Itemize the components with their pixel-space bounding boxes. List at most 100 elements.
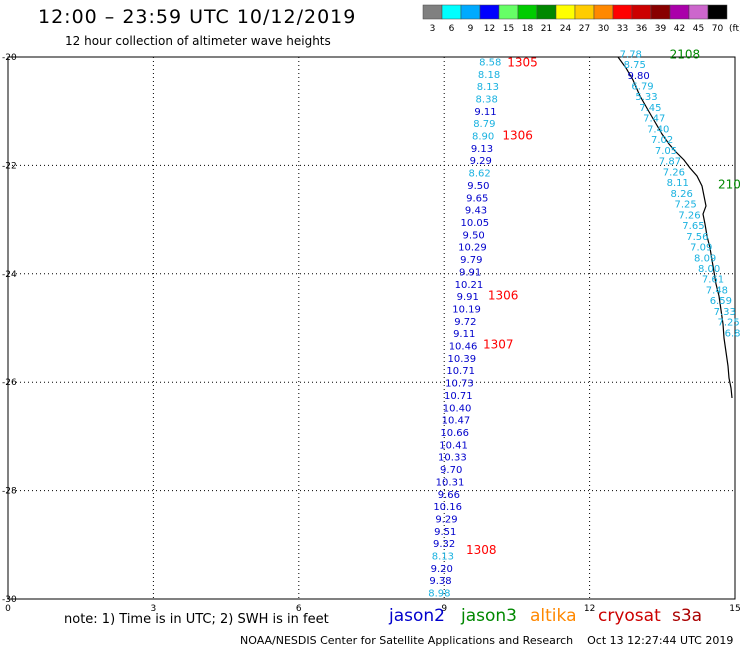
pass-time-label: 1306 (502, 129, 533, 143)
legend-label: 15 (503, 24, 514, 34)
wave-height-label: 8.26 (671, 189, 693, 200)
wave-height-label: 9.13 (471, 144, 493, 155)
wave-height-label: 9.11 (453, 329, 475, 340)
legend-swatch (441, 4, 462, 20)
legend-label: 21 (541, 24, 552, 34)
wave-height-label: 9.29 (470, 156, 492, 167)
legend-swatch (707, 4, 728, 20)
legend-swatch (612, 4, 633, 20)
wave-height-label: 7.05 (655, 146, 677, 157)
wave-height-label: 8.75 (624, 60, 646, 71)
wave-height-label: 7.40 (647, 124, 669, 135)
lon-label: 9 (441, 604, 447, 614)
wave-height-label: 9.70 (440, 465, 462, 476)
wave-height-label: 9.51 (434, 527, 456, 538)
lat-lon-grid: -20 -22 -24 -26 -28 -300 3 6 9 12 15 (2, 53, 740, 614)
wave-height-label: 7.78 (620, 49, 642, 60)
wave-height-label: 9.91 (457, 292, 479, 303)
legend-swatch (574, 4, 595, 20)
wave-height-label: 10.33 (438, 453, 467, 464)
wave-height-label: 7.48 (706, 285, 728, 296)
coastline (617, 56, 733, 399)
wave-height-label: 7.45 (639, 103, 661, 114)
legend-label: 18 (522, 24, 534, 34)
wave-height-label: 6.59 (710, 296, 732, 307)
wave-height-label: 9.65 (466, 193, 488, 204)
pass-time-label: 1305 (507, 55, 538, 69)
wave-height-label: 10.05 (461, 218, 490, 229)
wave-height-label: 10.39 (448, 354, 477, 365)
lat-label: -28 (2, 487, 17, 497)
legend-swatch (555, 4, 576, 20)
wave-height-label: 8.38 (476, 94, 498, 105)
legend-label: 6 (449, 24, 455, 34)
wave-height-label: 9.91 (459, 267, 481, 278)
legend-label: 39 (655, 24, 667, 34)
legend-label: 27 (579, 24, 590, 34)
legend-swatch (669, 4, 690, 20)
wave-height-label: 9.20 (431, 564, 453, 575)
wave-height-label: 9.72 (454, 317, 476, 328)
wave-height-label: 9.43 (465, 206, 487, 217)
wave-height-label: 8.98 (428, 589, 450, 600)
lat-label: -24 (2, 270, 17, 280)
wave-height-label: 8.58 (479, 57, 501, 68)
legend-label: 45 (693, 24, 704, 34)
wave-height-label: 8.90 (472, 132, 494, 143)
wave-height-label: 7.33 (714, 307, 736, 318)
legend-unit: (ft) (729, 24, 740, 34)
wave-height-label: 10.46 (449, 342, 478, 353)
wave-height-label: 10.19 (452, 304, 481, 315)
pass-time-label: 1307 (483, 337, 514, 351)
lat-label: -20 (2, 53, 17, 63)
wave-height-label: 9.11 (474, 107, 496, 118)
legend-swatch (422, 4, 443, 20)
wave-height-label: 9.79 (460, 255, 482, 266)
wave-height-label: 8.79 (473, 119, 495, 130)
wave-height-label: 10.16 (433, 502, 462, 513)
wave-height-label: 8.13 (432, 552, 454, 563)
wave-height-label: 7.02 (651, 135, 673, 146)
legend-swatch (593, 4, 614, 20)
lon-label: 3 (151, 604, 157, 614)
legend-swatch (650, 4, 671, 20)
wave-height-label: 8.09 (694, 253, 716, 264)
wave-height-label: 8.13 (477, 82, 499, 93)
wave-height-label: 10.71 (446, 366, 475, 377)
lon-label: 15 (729, 604, 740, 614)
wave-height-label: 10.47 (442, 416, 471, 427)
legend-swatch (631, 4, 652, 20)
legend-swatch (498, 4, 519, 20)
lat-label: -22 (2, 161, 17, 171)
pass-time-label: 1308 (466, 543, 497, 557)
legend-swatch (479, 4, 500, 20)
legend-label: 42 (674, 24, 685, 34)
legend-swatch (460, 4, 481, 20)
satellite-name-s3a: s3a (672, 606, 703, 626)
map-title: 12:00 – 23:59 UTC 10/12/2019 (38, 6, 357, 28)
wave-height-label: 7.47 (643, 114, 665, 125)
legend-label: 30 (598, 24, 610, 34)
satellite-name-jason2: jason2 (389, 606, 445, 626)
wave-height-label: 9.32 (433, 539, 455, 550)
wave-height-label: 9.50 (463, 230, 485, 241)
map-note: note: 1) Time is in UTC; 2) SWH is in fe… (64, 612, 329, 627)
lon-label: 12 (584, 604, 595, 614)
wave-height-label: 6.79 (631, 81, 653, 92)
map-footer: NOAA/NESDIS Center for Satellite Applica… (240, 634, 734, 647)
wave-height-label: 10.40 (443, 403, 472, 414)
legend-label: 3 (430, 24, 436, 34)
map-subtitle: 12 hour collection of altimeter wave hei… (65, 34, 331, 48)
satellite-name-cryosat: cryosat (598, 606, 661, 626)
wave-height-label: 8.00 (698, 264, 720, 275)
wave-height-label: 8.62 (468, 169, 490, 180)
wave-height-label: 10.29 (458, 243, 487, 254)
wave-height-label: 7.09 (690, 243, 712, 254)
lat-label: -30 (2, 595, 17, 605)
wave-height-label: 10.31 (436, 477, 465, 488)
satellite-name-jason3: jason3 (461, 606, 517, 626)
wave-height-label: 9.80 (627, 71, 649, 82)
wave-height-label: 9.29 (435, 514, 457, 525)
